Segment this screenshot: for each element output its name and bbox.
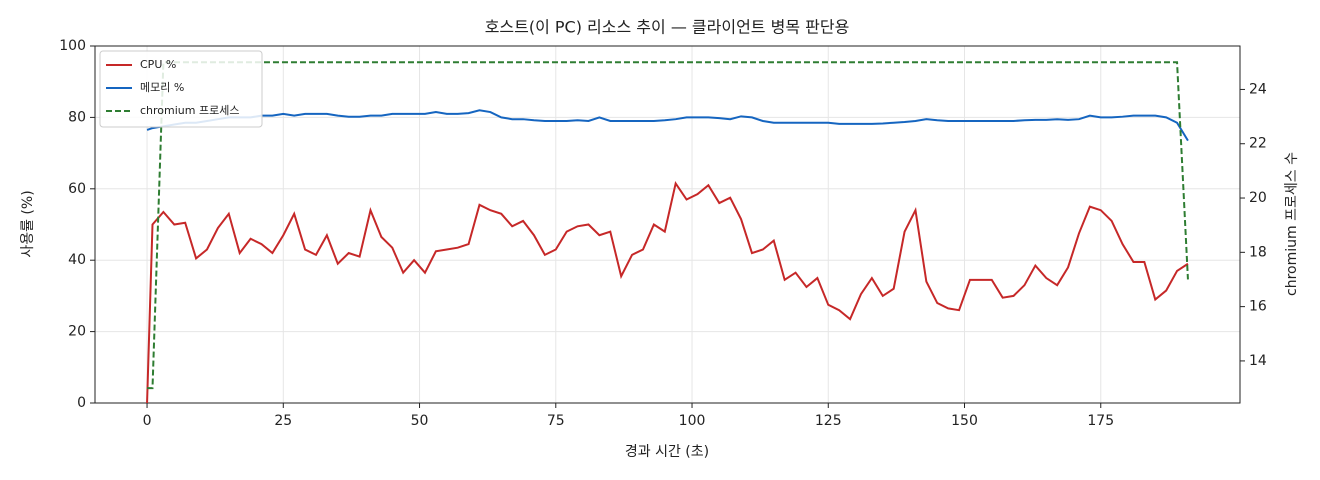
x-tick-label: 125 xyxy=(815,413,842,429)
x-tick-label: 175 xyxy=(1087,413,1114,429)
x-tick-label: 50 xyxy=(411,413,429,429)
y2-tick-label: 18 xyxy=(1249,244,1267,260)
plot-frame xyxy=(94,45,1241,404)
y-tick-label: 80 xyxy=(68,109,86,125)
chart-title: 호스트(이 PC) 리소스 추이 — 클라이언트 병목 판단용 xyxy=(485,18,850,37)
y2-tick-label: 14 xyxy=(1249,353,1267,369)
legend-label: CPU % xyxy=(140,58,176,71)
y-tick-label: 20 xyxy=(68,324,86,340)
y2-axis-label: chromium 프로세스 수 xyxy=(1284,152,1300,296)
legend-label: chromium 프로세스 xyxy=(140,104,239,117)
y-axis-label: 사용률 (%) xyxy=(20,190,36,257)
legend: CPU % 메모리 % chromium 프로세스 xyxy=(99,50,263,128)
y-tick-label: 60 xyxy=(68,181,86,197)
x-tick-label: 0 xyxy=(143,413,152,429)
x-tick-label: 150 xyxy=(951,413,978,429)
series-line xyxy=(146,109,1189,142)
x-tick-label: 25 xyxy=(274,413,292,429)
x-tick-label: 75 xyxy=(547,413,565,429)
x-axis-label: 경과 시간 (초) xyxy=(625,444,709,460)
legend-box xyxy=(99,50,263,128)
legend-label: 메모리 % xyxy=(140,81,184,94)
x-tick-label: 100 xyxy=(679,413,706,429)
series-line xyxy=(147,61,1189,390)
y2-tick-label: 24 xyxy=(1249,81,1267,97)
y2-tick-label: 22 xyxy=(1249,136,1267,152)
series-line xyxy=(146,180,1189,404)
y2-tick-label: 16 xyxy=(1249,299,1267,315)
y-tick-label: 40 xyxy=(68,252,86,268)
y-tick-label: 0 xyxy=(77,395,86,411)
y-tick-label: 100 xyxy=(59,38,86,54)
y2-tick-label: 20 xyxy=(1249,190,1267,206)
